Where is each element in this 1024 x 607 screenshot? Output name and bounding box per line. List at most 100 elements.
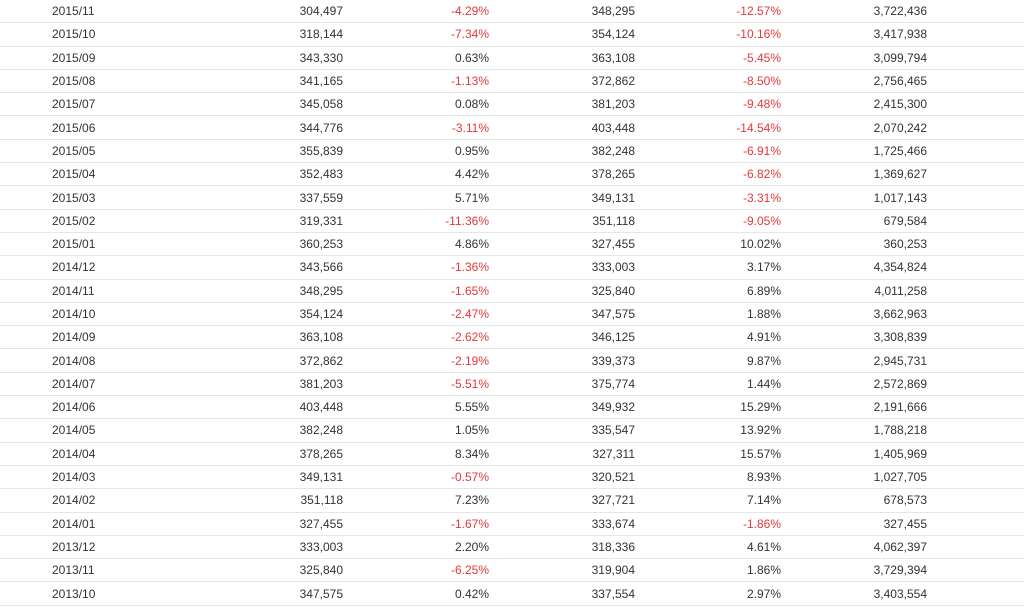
table-row: 2013/12 333,003 2.20% 318,336 4.61% 4,062,397… [0, 535, 1024, 560]
cumulative-change-cell: 10.02% [927, 232, 1024, 257]
cumulative-change-cell: 7.56% [927, 279, 1024, 303]
prior-year-value-cell: 339,373 [489, 348, 635, 373]
month-cell: 2015/11 [0, 0, 197, 24]
cumulative-value-cell: 4,354,824 [781, 255, 927, 280]
month-cell: 2014/08 [0, 348, 197, 373]
cumulative-change-cell: -6.32% [927, 46, 1024, 70]
value-cell: 348,295 [197, 279, 343, 303]
month-cell: 2015/03 [0, 185, 197, 210]
prior-year-value-cell: 378,265 [489, 162, 635, 187]
month-cell: 2014/01 [0, 512, 197, 536]
prior-year-value-cell: 320,521 [489, 465, 635, 490]
value-cell: 381,203 [197, 372, 343, 397]
prior-year-value-cell: 319,904 [489, 558, 635, 583]
table-row: 2014/01 327,455 -1.67% 333,674 -1.86% 327,455… [0, 512, 1024, 536]
prior-year-value-cell: 349,131 [489, 185, 635, 210]
cumulative-value-cell: 1,405,969 [781, 442, 927, 466]
mom-change-cell: -2.19% [343, 348, 489, 373]
table-row: 2014/11 348,295 -1.65% 325,840 6.89% 4,011,25… [0, 279, 1024, 303]
cumulative-value-cell: 3,308,839 [781, 325, 927, 350]
month-cell: 2014/06 [0, 395, 197, 420]
yoy-change-cell: 15.57% [635, 442, 781, 466]
mom-change-cell: -2.62% [343, 325, 489, 350]
yoy-change-cell: -5.45% [635, 46, 781, 70]
yoy-change-cell: 3.17% [635, 255, 781, 280]
prior-year-value-cell: 351,118 [489, 209, 635, 233]
cumulative-value-cell: 3,403,554 [781, 581, 927, 606]
table-row: 2015/01360,2534.86%327,45510.02%360,2531… [0, 232, 1024, 257]
table-row: 2014/05 382,248 1.05% 335,547 13.92% 1,788,21… [0, 418, 1024, 443]
yoy-change-cell: -3.31% [635, 185, 781, 210]
month-cell: 2014/07 [0, 372, 197, 397]
yoy-change-cell: -6.91% [635, 139, 781, 164]
prior-year-value-cell: 318,336 [489, 535, 635, 560]
mom-change-cell: -1.36% [343, 255, 489, 280]
prior-year-value-cell: 347,575 [489, 302, 635, 327]
value-cell: 352,483 [197, 162, 343, 187]
prior-year-value-cell: 327,455 [489, 232, 635, 257]
cumulative-value-cell: 3,729,394 [781, 558, 927, 583]
table-row: 2013/11 325,840 -6.25% 319,904 1.86% 3,729,39… [0, 558, 1024, 583]
cumulative-value-cell: 3,099,794 [781, 46, 927, 70]
mom-change-cell: 4.86% [343, 232, 489, 257]
cumulative-value-cell: 3,417,938 [781, 22, 927, 47]
mom-change-cell: -5.51% [343, 372, 489, 397]
mom-change-cell: -0.57% [343, 465, 489, 490]
mom-change-cell: -11.36% [343, 209, 489, 233]
cumulative-change-cell: 5.70% [927, 581, 1024, 606]
month-cell: 2015/01 [0, 232, 197, 257]
table-row: 2014/08 372,862 -2.19% 339,373 9.87% 2,945,73… [0, 348, 1024, 373]
prior-year-value-cell: 333,003 [489, 255, 635, 280]
month-cell: 2015/08 [0, 69, 197, 94]
yoy-change-cell: 2.97% [635, 581, 781, 606]
cumulative-value-cell: 3,722,436 [781, 0, 927, 24]
prior-year-value-cell: 349,932 [489, 395, 635, 420]
cumulative-value-cell: 2,945,731 [781, 348, 927, 373]
mom-change-cell: 2.20% [343, 535, 489, 560]
month-cell: 2013/11 [0, 558, 197, 583]
month-cell: 2014/05 [0, 418, 197, 443]
cumulative-change-cell: 5.29% [927, 535, 1024, 560]
yoy-change-cell: -14.54% [635, 115, 781, 140]
cumulative-change-cell: 8.70% [927, 348, 1024, 373]
month-cell: 2014/03 [0, 465, 197, 490]
yoy-change-cell: -8.50% [635, 69, 781, 94]
table-row: 2014/09 363,108 -2.62% 346,125 4.91% 3,308,83… [0, 325, 1024, 350]
cumulative-change-cell: 7.62% [927, 302, 1024, 327]
cumulative-change-cell: 9.87% [927, 395, 1024, 420]
cumulative-change-cell: 2.60% [927, 488, 1024, 513]
table-row: 2014/02351,1187.23%327,7217.14%678,5732.… [0, 488, 1024, 513]
month-cell: 2014/12 [0, 255, 197, 280]
value-cell: 349,131 [197, 465, 343, 490]
table-row: 2014/04 378,265 8.34% 327,311 15.57% 1,405,96… [0, 442, 1024, 466]
mom-change-cell: -3.11% [343, 115, 489, 140]
prior-year-value-cell: 348,295 [489, 0, 635, 24]
cumulative-change-cell: 8.54% [927, 372, 1024, 397]
value-cell: 403,448 [197, 395, 343, 420]
value-cell: 360,253 [197, 232, 343, 257]
table-row: 2014/07 381,203 -5.51% 375,774 1.44% 2,572,86… [0, 372, 1024, 397]
value-cell: 304,497 [197, 0, 343, 24]
prior-year-value-cell: 403,448 [489, 115, 635, 140]
prior-year-value-cell: 327,721 [489, 488, 635, 513]
value-cell: 354,124 [197, 302, 343, 327]
table-row: 2014/12 343,566 -1.36% 333,003 3.17% 4,354,82… [0, 255, 1024, 280]
mom-change-cell: -1.65% [343, 279, 489, 303]
cumulative-value-cell: 2,191,666 [781, 395, 927, 420]
value-cell: 347,575 [197, 581, 343, 606]
prior-year-value-cell: 327,311 [489, 442, 635, 466]
value-cell: 344,776 [197, 115, 343, 140]
month-cell: 2015/10 [0, 22, 197, 47]
yoy-change-cell: 13.92% [635, 418, 781, 443]
cumulative-change-cell: -6.69% [927, 22, 1024, 47]
value-cell: 343,330 [197, 46, 343, 70]
yoy-change-cell: 10.02% [635, 232, 781, 257]
table-row: 2015/04 352,483 4.42% 378,265 -6.82% 1,369,62… [0, 162, 1024, 187]
yoy-change-cell: -10.16% [635, 22, 781, 47]
cumulative-value-cell: 678,573 [781, 488, 927, 513]
month-cell: 2013/12 [0, 535, 197, 560]
month-cell: 2015/02 [0, 209, 197, 233]
prior-year-value-cell: 325,840 [489, 279, 635, 303]
cumulative-value-cell: 4,011,258 [781, 279, 927, 303]
